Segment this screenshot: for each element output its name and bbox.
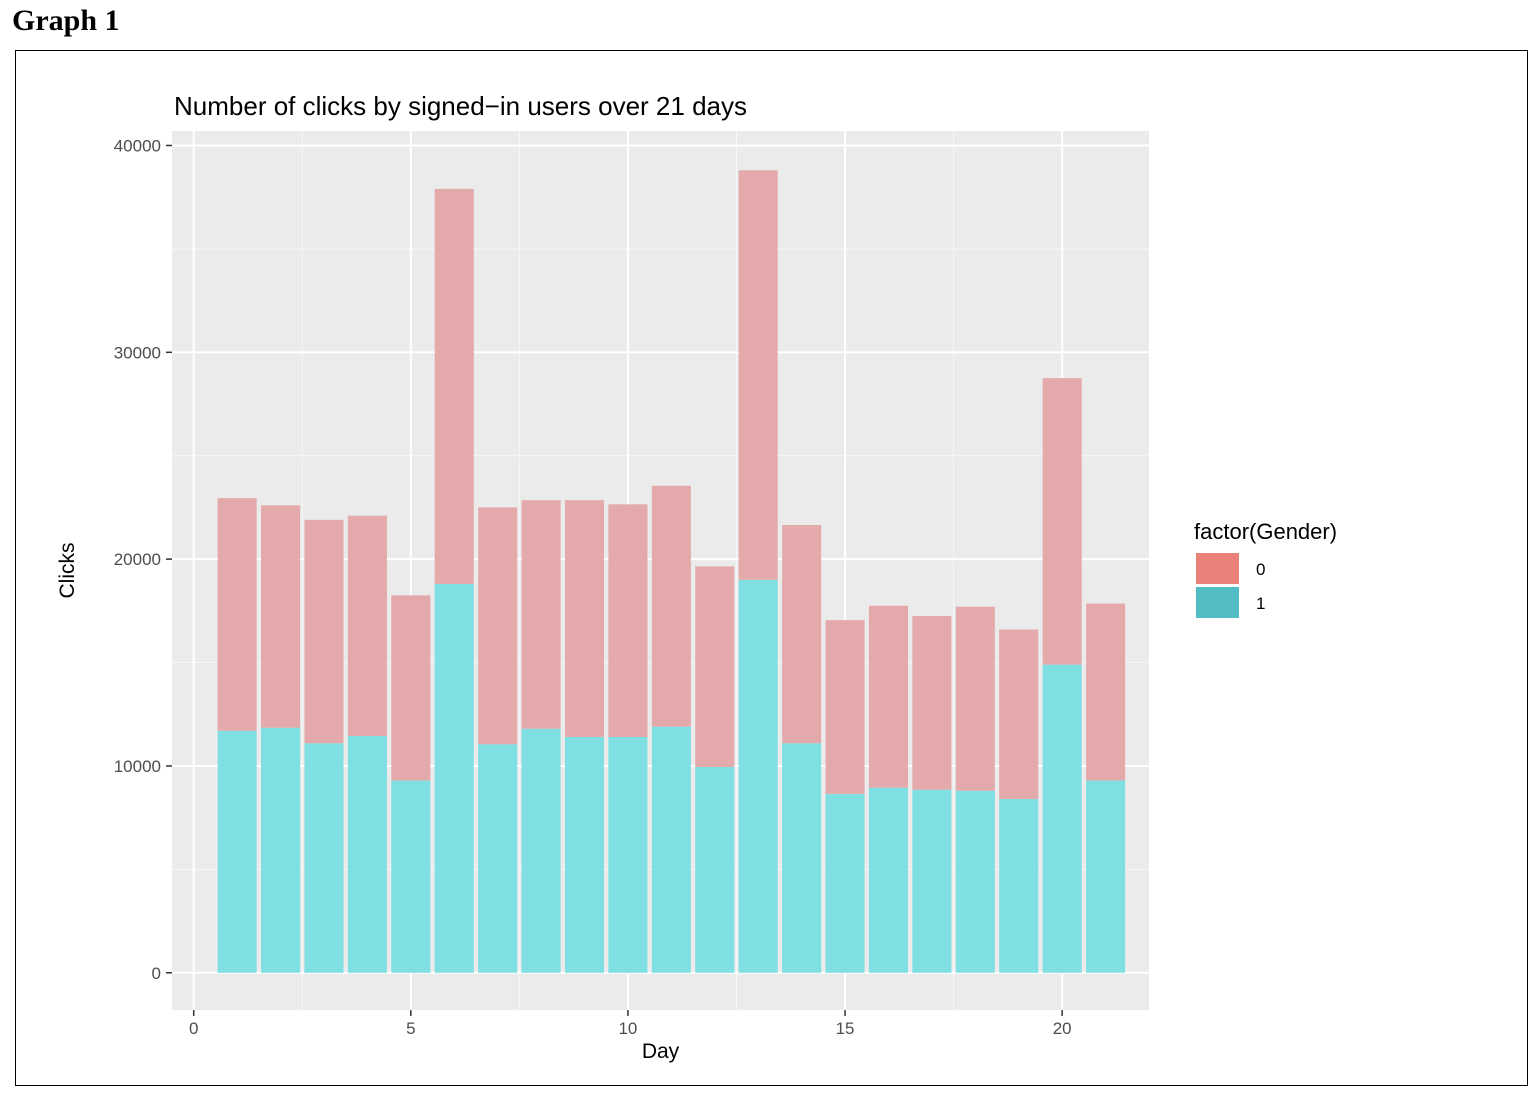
bar-day-10-gender-1 — [608, 736, 648, 973]
bar-day-18-gender-0 — [955, 606, 995, 791]
x-tick-label: 20 — [1053, 1019, 1072, 1038]
bar-day-18-gender-1 — [955, 790, 995, 973]
bar-day-6-gender-0 — [434, 188, 474, 584]
y-tick-label: 0 — [152, 964, 161, 983]
x-tick-label: 15 — [836, 1019, 855, 1038]
y-tick-label: 30000 — [114, 343, 161, 362]
bar-day-17-gender-1 — [912, 789, 952, 973]
x-tick-label: 10 — [618, 1019, 637, 1038]
bar-day-20-gender-0 — [1042, 378, 1082, 665]
bar-day-15-gender-1 — [825, 793, 865, 973]
bar-day-11-gender-1 — [651, 726, 691, 973]
bar-day-7-gender-0 — [478, 507, 518, 745]
bar-day-2-gender-0 — [261, 505, 301, 728]
chart-title: Number of clicks by signed−in users over… — [174, 91, 747, 121]
bar-day-11-gender-0 — [651, 485, 691, 727]
bar-day-13-gender-0 — [738, 170, 778, 580]
bar-day-19-gender-0 — [999, 629, 1039, 800]
bar-day-4-gender-0 — [347, 515, 387, 736]
bar-day-3-gender-0 — [304, 519, 344, 744]
bar-day-9-gender-0 — [564, 500, 605, 737]
bar-day-5-gender-1 — [391, 780, 431, 973]
bar-day-16-gender-0 — [868, 605, 909, 788]
bar-day-7-gender-1 — [478, 744, 518, 973]
legend-key-0 — [1196, 553, 1239, 584]
bar-day-5-gender-0 — [391, 595, 431, 781]
bar-day-12-gender-1 — [695, 766, 735, 973]
x-tick-label: 5 — [406, 1019, 415, 1038]
bar-day-6-gender-1 — [434, 583, 474, 973]
figure-frame — [15, 50, 1528, 1086]
bar-day-14-gender-1 — [782, 743, 822, 973]
x-axis-title: Day — [642, 1040, 680, 1063]
y-tick-label: 20000 — [114, 550, 161, 569]
bar-day-14-gender-0 — [782, 524, 822, 744]
bar-day-21-gender-0 — [1086, 603, 1126, 781]
bar-day-8-gender-1 — [521, 728, 561, 973]
bar-day-12-gender-0 — [695, 566, 735, 767]
bar-day-13-gender-1 — [738, 579, 778, 973]
bar-day-19-gender-1 — [999, 799, 1039, 973]
x-tick-label: 0 — [189, 1019, 198, 1038]
legend-title: factor(Gender) — [1194, 519, 1337, 544]
bar-day-20-gender-1 — [1042, 664, 1082, 973]
bars — [217, 170, 1126, 973]
x-axis-ticks: 0 5 10 15 20 — [189, 1010, 1072, 1038]
bar-day-2-gender-1 — [261, 727, 301, 973]
legend-key-1 — [1196, 587, 1239, 618]
bar-day-17-gender-0 — [912, 616, 952, 790]
bar-day-1-gender-1 — [217, 730, 257, 973]
bar-day-4-gender-1 — [347, 735, 387, 973]
bar-day-1-gender-0 — [217, 498, 257, 731]
y-axis-title: Clicks — [56, 543, 79, 599]
bar-day-10-gender-0 — [608, 504, 648, 737]
bar-day-21-gender-1 — [1086, 780, 1126, 973]
page-heading: Graph 1 — [12, 4, 120, 37]
legend-label-1: 1 — [1256, 594, 1265, 613]
legend: factor(Gender) 0 1 — [1194, 519, 1337, 618]
y-tick-label: 10000 — [114, 757, 161, 776]
bar-day-3-gender-1 — [304, 743, 344, 973]
y-axis-ticks: 0 10000 20000 30000 40000 — [114, 136, 172, 983]
bar-day-15-gender-0 — [825, 620, 865, 794]
bar-day-9-gender-1 — [564, 736, 605, 973]
y-tick-label: 40000 — [114, 136, 161, 155]
bar-day-16-gender-1 — [868, 787, 909, 973]
bar-day-8-gender-0 — [521, 500, 561, 729]
legend-label-0: 0 — [1256, 560, 1265, 579]
